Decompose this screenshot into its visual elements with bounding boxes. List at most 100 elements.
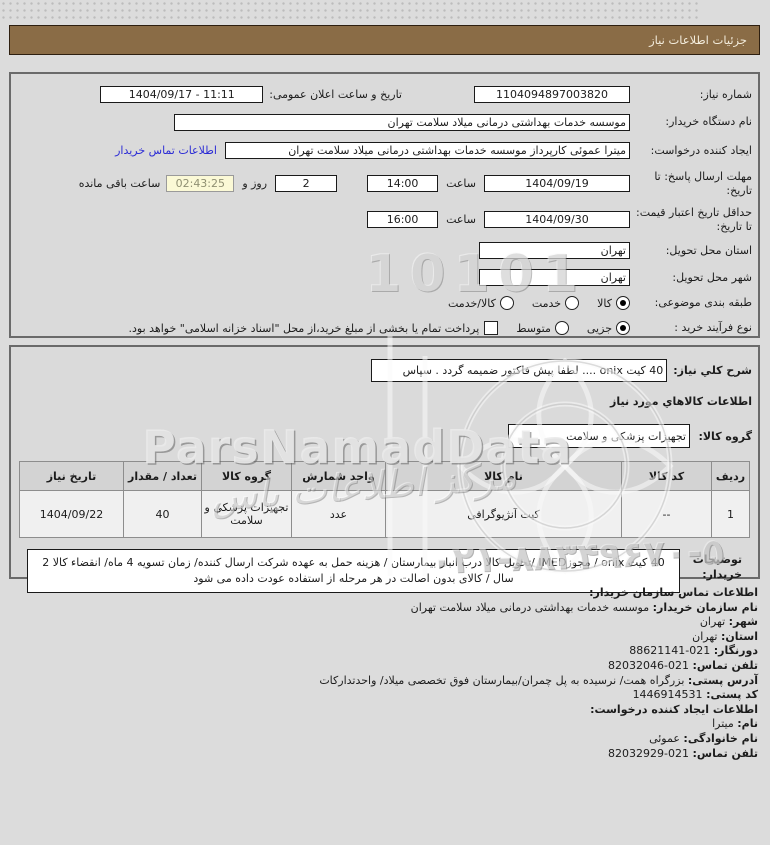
radio-service[interactable] — [565, 296, 580, 310]
col-item-name: نام کالا — [385, 461, 622, 491]
city-field[interactable]: تهران — [479, 269, 630, 286]
phone-value: 021-82032046 — [608, 658, 690, 672]
postal-code-label: کد پستی: — [706, 688, 758, 702]
buyer-org-row: نام دستگاه خریدار: موسسه خدمات بهداشتی د… — [17, 108, 752, 136]
radio-goods-label: کالا — [597, 296, 612, 310]
radio-partial[interactable] — [616, 321, 630, 335]
process-type-label: نوع فرآیند خرید : — [674, 321, 752, 335]
creator-last-name-line: نام خانوادگی: عموئی — [12, 732, 758, 747]
state-value: تهران — [692, 629, 718, 643]
postal-code-line: کد پستی: 1446914531 — [12, 688, 758, 703]
creator-label: ایجاد کننده درخواست: — [650, 143, 752, 157]
need-number-label: شماره نیاز: — [699, 87, 752, 101]
creator-row: ایجاد کننده درخواست: میترا عموئی کارپردا… — [17, 136, 752, 165]
radio-medium[interactable] — [554, 321, 569, 335]
col-need-date: تاریخ نیاز — [19, 461, 124, 491]
province-field[interactable]: تهران — [479, 242, 630, 259]
creator-info-title: اطلاعات ایجاد کننده درخواست: — [590, 702, 758, 716]
announce-datetime-field[interactable]: 11:11 - 1404/09/17 — [100, 86, 264, 103]
city-value: تهران — [699, 615, 726, 629]
page-title: جزئیات اطلاعات نیاز — [649, 33, 747, 47]
goods-group-row: گروه کالا: تجهیزات پزشکی و سلامت — [17, 424, 752, 448]
phone-label: تلفن تماس: — [692, 658, 758, 672]
cell-row-number: 1 — [711, 490, 750, 538]
need-info-panel: شماره نیاز: 1104094897003820 تاریخ و ساع… — [9, 72, 760, 338]
validity-date-field[interactable]: 1404/09/30 — [484, 211, 630, 228]
validity-hour-label: ساعت — [446, 213, 476, 226]
col-item-group: گروه کالا — [201, 461, 292, 491]
col-count-unit: واحد شمارش — [291, 461, 386, 491]
deadline-hour-label: ساعت — [446, 177, 476, 190]
org-name-line: نام سازمان خریدار: موسسه خدمات بهداشتی د… — [12, 601, 758, 616]
need-number-field[interactable]: 1104094897003820 — [474, 86, 630, 103]
radio-goods[interactable] — [616, 296, 630, 310]
goods-table: ردیف کد کالا نام کالا واحد شمارش گروه کا… — [19, 461, 750, 538]
city-line: شهر: تهران — [12, 615, 758, 630]
state-line: استان: تهران — [12, 630, 758, 645]
goods-group-field[interactable]: تجهیزات پزشکی و سلامت — [508, 424, 690, 448]
fax-value: 021-88621141 — [629, 644, 711, 658]
buyer-contact-link[interactable]: اطلاعات تماس خریدار — [115, 144, 217, 157]
address-line: آدرس پستی: بزرگراه همت/ نرسیده به پل چمر… — [12, 674, 758, 689]
goods-group-label: گروه کالا: — [698, 429, 752, 443]
deadline-date-field[interactable]: 1404/09/19 — [484, 175, 630, 192]
days-and-label: روز و — [242, 177, 268, 190]
days-left-field[interactable]: 2 — [275, 175, 338, 192]
page-title-bar: جزئیات اطلاعات نیاز — [9, 25, 760, 55]
fax-line: دورنگار: 021-88621141 — [12, 644, 758, 659]
phone-line: تلفن تماس: 021-82032046 — [12, 659, 758, 674]
fax-label: دورنگار: — [713, 644, 758, 658]
treasury-checkbox[interactable] — [484, 321, 499, 335]
validity-label: حداقل تاریخ اعتبار قیمت: تا تاریخ: — [636, 205, 752, 233]
buyer-notes-label: توضیحات خریدار: — [692, 553, 742, 581]
province-row: استان محل تحویل: تهران — [17, 237, 752, 264]
hours-left-label: ساعت باقی مانده — [78, 177, 161, 190]
goods-table-header-row: ردیف کد کالا نام کالا واحد شمارش گروه کا… — [19, 461, 750, 491]
state-label: استان: — [721, 629, 758, 643]
classification-label: طبقه بندی موضوعی: — [654, 296, 752, 310]
deadline-row: مهلت ارسال پاسخ: تا تاریخ: 1404/09/19 سا… — [17, 165, 752, 202]
cell-count-unit: عدد — [291, 490, 386, 538]
address-value: بزرگراه همت/ نرسیده به پل چمران/بیمارستا… — [319, 673, 685, 687]
radio-goods-service-label: کالا/خدمت — [448, 296, 496, 310]
cell-quantity: 40 — [123, 490, 202, 538]
creator-field[interactable]: میترا عموئی کارپرداز موسسه خدمات بهداشتی… — [225, 142, 630, 159]
org-name-label: نام سازمان خریدار: — [652, 600, 758, 614]
need-number-row: شماره نیاز: 1104094897003820 تاریخ و ساع… — [17, 81, 752, 108]
buyer-org-field[interactable]: موسسه خدمات بهداشتی درمانی میلاد سلامت ت… — [174, 113, 630, 131]
cell-item-name: کیت آنژیوگرافی — [385, 490, 622, 538]
validity-row: حداقل تاریخ اعتبار قیمت: تا تاریخ: 1404/… — [17, 202, 752, 237]
creator-phone-line: تلفن تماس: 021-82032929 — [12, 747, 758, 762]
radio-medium-label: متوسط — [516, 321, 551, 335]
radio-partial-label: جزیی — [586, 321, 612, 335]
city-row: شهر محل تحویل: تهران — [17, 264, 752, 291]
deadline-label: مهلت ارسال پاسخ: تا تاریخ: — [654, 169, 752, 197]
radio-goods-service[interactable] — [499, 296, 514, 310]
process-type-row: نوع فرآیند خرید : جزیی متوسط پرداخت تمام… — [17, 315, 752, 341]
need-desc-label: شرح کلي نیاز: — [673, 363, 752, 377]
postal-code-value: 1446914531 — [632, 688, 703, 702]
need-desc-field[interactable]: 40 کیت onix .... لطفا پیش فاکتور ضمیمه گ… — [371, 358, 668, 382]
cell-need-date: 1404/09/22 — [19, 490, 124, 538]
org-name-value: موسسه خدمات بهداشتی درمانی میلاد سلامت ت… — [410, 600, 650, 614]
first-name-value: میترا — [712, 717, 734, 731]
address-label: آدرس پستی: — [687, 673, 758, 687]
need-desc-row: شرح کلي نیاز: 40 کیت onix .... لطفا پیش … — [17, 357, 752, 383]
last-name-value: عموئی — [649, 731, 680, 745]
col-row-number: ردیف — [711, 461, 750, 491]
col-item-code: کد کالا — [621, 461, 712, 491]
watermark-dots — [0, 0, 700, 20]
announce-label: تاریخ و ساعت اعلان عمومی: — [269, 88, 402, 101]
treasury-checkbox-label: پرداخت تمام یا بخشی از مبلغ خرید،از محل … — [128, 321, 480, 335]
classification-row: طبقه بندی موضوعی: کالا خدمت کالا/خدمت — [17, 291, 752, 315]
goods-info-title: اطلاعات کالاهاي مورد نیاز — [610, 395, 752, 408]
first-name-label: نام: — [737, 717, 758, 731]
city-label: شهر: — [728, 615, 758, 629]
col-quantity: تعداد / مقدار — [123, 461, 202, 491]
validity-time-field[interactable]: 16:00 — [367, 211, 439, 228]
countdown-timer: 02:43:25 — [166, 175, 235, 192]
creator-phone-label: تلفن تماس: — [692, 746, 758, 760]
deadline-time-field[interactable]: 14:00 — [367, 175, 439, 192]
contact-org-title: اطلاعات تماس سازمان خریدار: — [589, 586, 758, 599]
